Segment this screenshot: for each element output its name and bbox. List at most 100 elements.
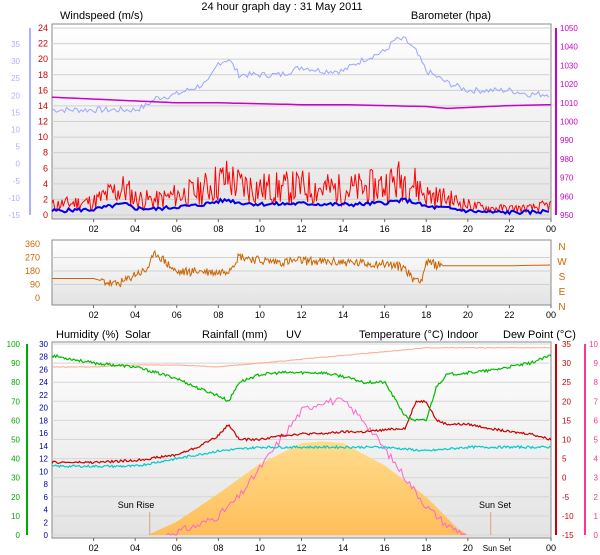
outer-left-tick-label: 10 — [11, 126, 20, 135]
windspeed-tick-label: 18 — [38, 70, 48, 80]
windspeed-tick-label: 14 — [38, 101, 48, 111]
time-tick-label: 04 — [130, 543, 140, 553]
humidity-tick-label: 30 — [11, 474, 20, 483]
rainfall-tick-label: 6 — [44, 493, 49, 502]
uv-tick-label: 0 — [594, 531, 599, 540]
time-tick-label: 16 — [380, 310, 390, 320]
direction-tick-label: 360 — [25, 239, 40, 249]
humidity-series — [51, 353, 552, 422]
uv-tick-label: 3 — [594, 474, 599, 483]
barometer-tick-label: 1040 — [560, 43, 578, 52]
outer-left-tick-label: 5 — [16, 143, 21, 152]
time-tick-label: 06 — [172, 543, 182, 553]
time-tick-label: 12 — [296, 310, 306, 320]
time-tick-label: 08 — [213, 224, 223, 234]
temperature-tick-label: 5 — [562, 455, 567, 464]
time-tick-label: 06 — [172, 224, 182, 234]
legend-dewpoint: Dew Point (°C) — [503, 329, 576, 341]
sunrise-label: Sun Rise — [118, 500, 155, 510]
indoor-series — [51, 346, 552, 368]
uv-tick-label: 9 — [594, 359, 599, 368]
windspeed-axis-title: Windspeed (m/s) — [60, 10, 143, 22]
humidity-tick-label: 40 — [11, 455, 20, 464]
barometer-tick-label: 1010 — [560, 99, 578, 108]
temperature-tick-label: 25 — [562, 378, 571, 387]
windspeed-tick-label: 24 — [38, 23, 48, 33]
wind-light-series — [51, 36, 550, 114]
wind-gust-series — [51, 160, 552, 214]
time-tick-label: 16 — [380, 543, 390, 553]
temperature-tick-label: 30 — [562, 359, 571, 368]
temperature-series — [51, 399, 552, 465]
direction-panel-frame — [51, 239, 552, 306]
time-tick-label: 12 — [296, 543, 306, 553]
outer-left-tick-label: 20 — [11, 91, 20, 100]
time-tick-label: 04 — [130, 224, 140, 234]
barometer-series — [51, 96, 552, 110]
temperature-tick-label: 10 — [562, 436, 571, 445]
temperature-tick-label: 35 — [562, 340, 571, 349]
time-tick-label: 00 — [546, 310, 556, 320]
time-tick-label: 20 — [463, 224, 473, 234]
outer-left-tick-label: 0 — [16, 160, 21, 169]
humidity-tick-label: 90 — [11, 359, 20, 368]
temperature-tick-label: 15 — [562, 416, 571, 425]
temperature-tick-label: 0 — [562, 474, 567, 483]
time-tick-label: 10 — [255, 224, 265, 234]
legend-indoor: Indoor — [447, 329, 479, 341]
legend-temperature: Temperature (°C) — [359, 329, 443, 341]
graph-title: 24 hour graph day : 31 May 2011 — [201, 1, 362, 13]
humidity-tick-label: 80 — [11, 378, 20, 387]
outer-left-tick-label: 30 — [11, 57, 20, 66]
humidity-tick-label: 50 — [11, 436, 20, 445]
temperature-tick-label: 20 — [562, 397, 571, 406]
uv-series — [166, 396, 466, 536]
rainfall-tick-label: 26 — [39, 365, 48, 374]
humidity-tick-label: 100 — [7, 340, 21, 349]
direction-tick-label: 0 — [35, 293, 40, 303]
barometer-tick-label: 1030 — [560, 61, 578, 70]
rainfall-tick-label: 28 — [39, 353, 48, 362]
outer-left-tick-label: 25 — [11, 74, 20, 83]
legend-solar: Solar — [125, 329, 151, 341]
rainfall-tick-label: 14 — [39, 442, 48, 451]
barometer-tick-label: 970 — [560, 174, 574, 183]
rainfall-tick-label: 24 — [39, 378, 48, 387]
compass-label: S — [559, 272, 566, 283]
windspeed-tick-label: 20 — [38, 54, 48, 64]
legend-uv: UV — [286, 329, 302, 341]
sunset-axis-label: Sun Set — [483, 544, 512, 553]
uv-tick-label: 10 — [589, 340, 598, 349]
compass-label: E — [559, 287, 566, 298]
time-tick-label: 22 — [504, 224, 514, 234]
sunset-label: Sun Set — [479, 500, 512, 510]
legend-humidity: Humidity (%) — [56, 329, 119, 341]
rainfall-tick-label: 22 — [39, 391, 48, 400]
humidity-tick-label: 60 — [11, 416, 20, 425]
time-tick-label: 16 — [380, 224, 390, 234]
compass-label: N — [558, 302, 565, 313]
direction-tick-label: 180 — [25, 266, 40, 276]
time-tick-label: 00 — [546, 543, 556, 553]
temperature-tick-label: -5 — [562, 493, 570, 502]
rainfall-tick-label: 8 — [44, 480, 49, 489]
temperature-tick-label: -15 — [562, 531, 574, 540]
windspeed-tick-label: 6 — [43, 163, 48, 173]
humidity-tick-label: 20 — [11, 493, 20, 502]
barometer-tick-label: 950 — [560, 211, 574, 220]
humidity-tick-label: 0 — [16, 531, 21, 540]
time-tick-label: 12 — [296, 224, 306, 234]
time-tick-label: 18 — [421, 224, 431, 234]
rainfall-tick-label: 30 — [39, 340, 48, 349]
time-tick-label: 14 — [338, 543, 348, 553]
wind-average-series — [51, 197, 550, 216]
time-tick-label: 10 — [255, 543, 265, 553]
time-tick-label: 10 — [255, 310, 265, 320]
time-tick-label: 18 — [421, 543, 431, 553]
time-tick-label: 20 — [463, 310, 473, 320]
time-tick-label: 14 — [338, 224, 348, 234]
wind-direction-series — [52, 249, 550, 288]
outer-left-tick-label: -10 — [8, 194, 20, 203]
